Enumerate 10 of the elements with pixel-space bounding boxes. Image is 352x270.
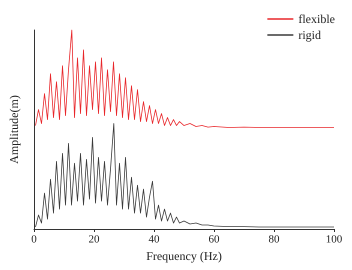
x-tick-label: 60 (208, 234, 220, 246)
x-tick-label: 100 (326, 234, 343, 246)
x-tick-label: 40 (148, 234, 160, 246)
legend-label: flexible (298, 12, 336, 26)
legend-label: rigid (298, 28, 322, 42)
x-tick-label: 0 (31, 234, 38, 246)
x-axis-title: Frequency (Hz) (146, 248, 222, 263)
x-tick-label: 80 (268, 234, 280, 246)
x-tick-label: 20 (88, 234, 100, 246)
y-axis-title: Amplitude(m) (7, 95, 21, 164)
